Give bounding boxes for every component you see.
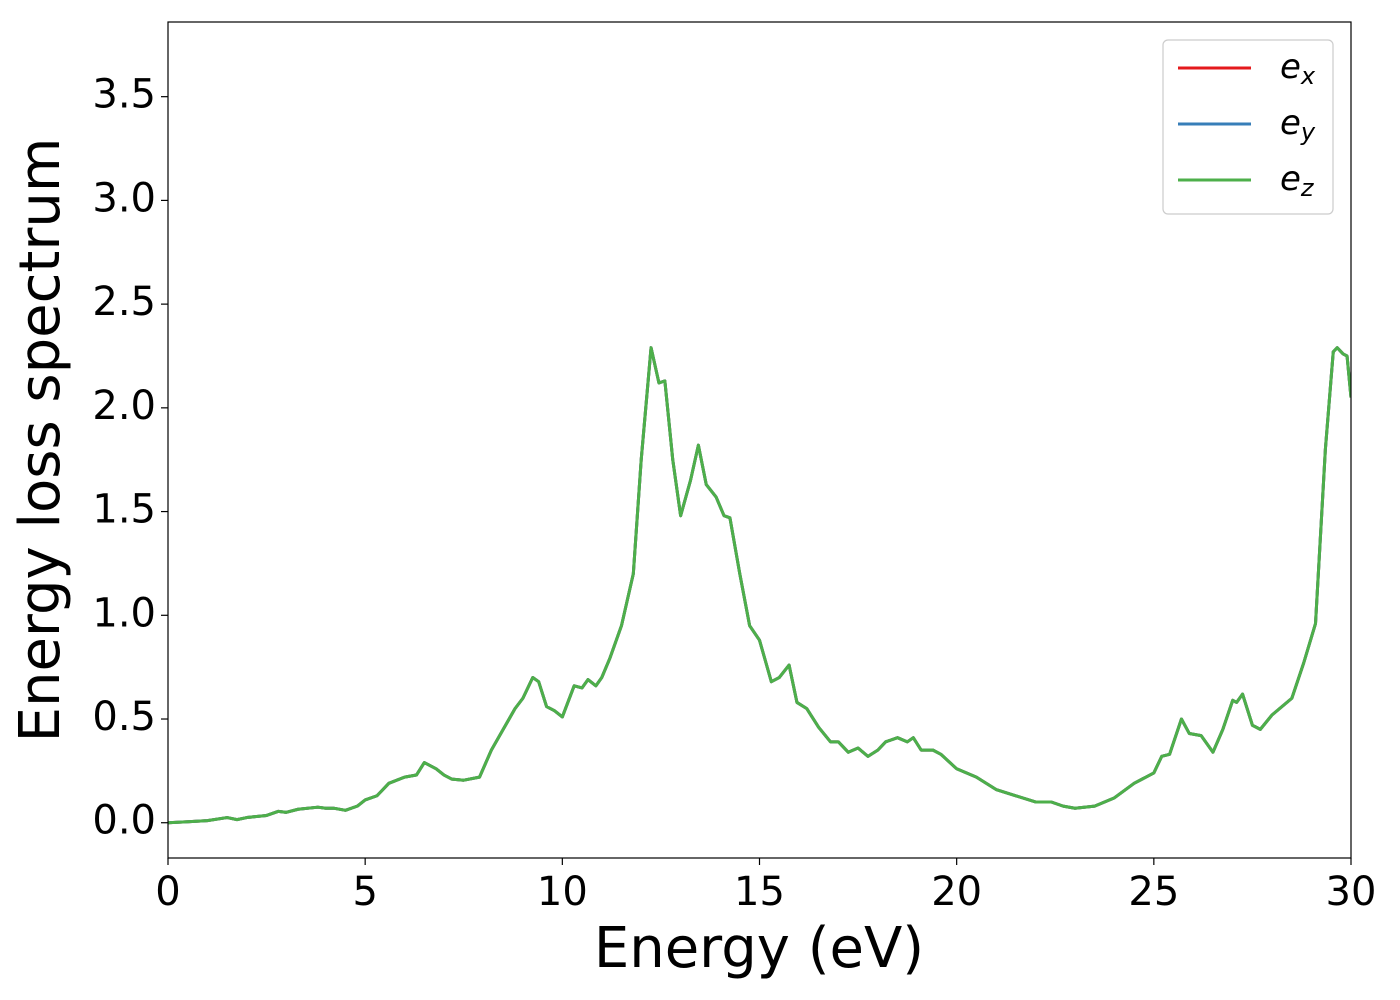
y-tick-label: 2.0 [92,383,156,429]
x-tick-label: 10 [537,869,588,915]
y-tick-label: 2.5 [92,279,156,325]
x-tick-label: 15 [734,869,785,915]
y-tick-label: 0.0 [92,798,156,844]
y-tick-label: 3.5 [92,72,156,118]
y-tick-label: 1.0 [92,590,156,636]
legend-box [1162,39,1334,215]
legend-label: ex [1280,47,1316,91]
y-tick-label: 0.5 [92,694,156,740]
legend-label: ey [1280,103,1316,147]
x-tick-label: 25 [1128,869,1179,915]
y-tick-label: 3.0 [92,175,156,221]
legend-label: ez [1280,159,1315,203]
y-axis-label: Energy loss spectrum [8,138,73,743]
plot-lines [168,346,1351,825]
x-tick-label: 20 [931,869,982,915]
y-tick-label: 1.5 [92,487,156,533]
x-tick-label: 30 [1326,869,1377,915]
series-line [168,346,1351,825]
x-tick-label: 5 [352,869,377,915]
x-tick-label: 0 [155,869,180,915]
x-axis-label: Energy (eV) [594,916,924,981]
legend: ex ey ez [1162,39,1334,215]
